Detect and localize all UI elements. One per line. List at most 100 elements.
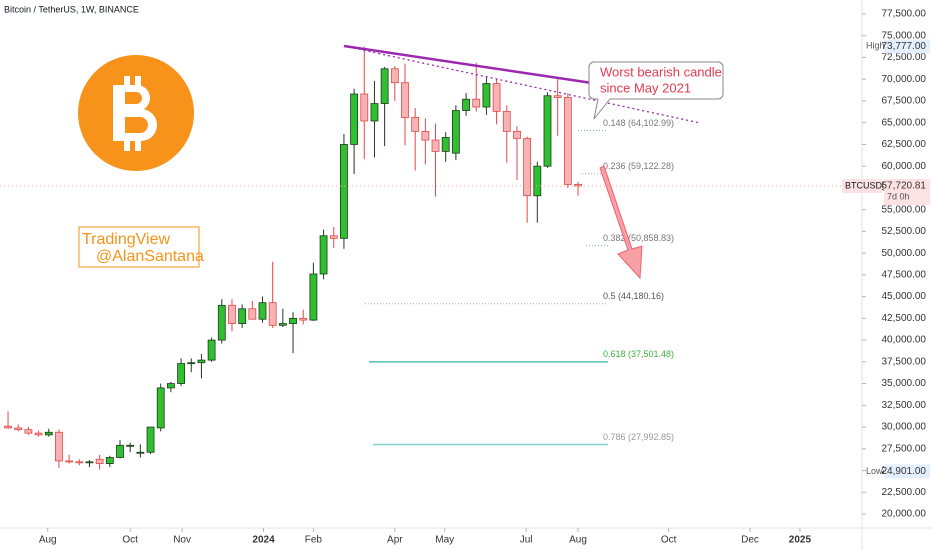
low-marker-box [884,464,930,479]
candle-body [451,110,460,154]
trendline-extension [343,45,701,124]
y-tick-label: 70,000.00 [882,74,927,85]
y-tick-label: 45,000.00 [882,291,927,302]
candle-body [24,429,33,434]
candle-body [116,444,124,458]
candle-body [136,451,145,454]
y-tick-label: 37,500.00 [882,356,927,367]
candle-body [4,425,12,429]
y-tick-label: 65,000.00 [882,117,927,128]
y-tick-label: 60,000.00 [882,161,927,172]
candle-body [187,362,196,365]
candle-body [248,308,257,320]
y-tick-label: 67,500.00 [882,96,927,107]
candle-body [278,323,287,326]
candle-body [350,93,359,145]
arrow [599,165,643,280]
candle-body [360,93,369,122]
candle-body [55,431,63,462]
candle-body [462,98,470,111]
y-tick-label: 42,500.00 [882,313,927,324]
level-label: 0.382 (50,858.83) [603,233,674,243]
candle-body [411,117,420,132]
candle-body [75,461,84,464]
candle-body [258,302,267,320]
level-label: 0.236 (59,122.28) [603,161,674,171]
x-tick-label: Aug [39,535,57,546]
y-tick-label: 35,000.00 [882,378,927,389]
last-price-label: 57,720.81 [882,181,927,192]
high-marker-label: 73,777.00 [882,41,927,52]
last-price-name-box [842,178,882,193]
candle-body [574,184,582,187]
callout [588,61,724,120]
y-tick-label: 75,000.00 [882,30,927,41]
level-label: 0.148 (64,102.99) [603,118,674,128]
candle-body [65,460,74,463]
chart-title: Bitcoin / TetherUS, 1W, BINANCE [4,4,139,14]
candle-body [34,432,43,436]
y-tick-label: 52,500.00 [882,226,927,237]
plot: 0.148 (64,102.99) 0.236 (59,122.28) 0.382 … [0,46,862,470]
last-price-box [884,178,930,205]
x-tick-label: Dec [741,535,759,546]
candle-body [177,363,185,384]
y-tick-label: 22,500.00 [882,487,927,498]
watermark-line: TradingView [82,231,170,248]
x-tick-label: Aug [569,535,587,546]
candle-body [299,317,308,321]
countdown: 7d 0h [887,191,910,201]
candle-body [482,83,491,108]
y-tick-label: 30,000.00 [882,422,927,433]
last-price-name: BTCUSDT [845,180,888,190]
y-tick-label: 55,000.00 [882,204,927,215]
annotation-line: Worst bearish candle [600,64,722,79]
candle-body [523,137,532,197]
y-tick-label: 62,500.00 [882,139,927,150]
candle-body [207,339,216,361]
x-tick-label: 2025 [789,535,812,546]
annotation-line: since May 2021 [600,80,691,95]
candle-body [533,165,542,197]
candle-body [431,139,440,152]
low-marker-label: 24,901.00 [882,466,927,477]
axes: 20,000.0022,500.0025,000.0027,500.0030,0… [39,9,930,546]
y-tick-label: 47,500.00 [882,270,927,281]
candle-body [126,444,135,447]
candle-body [85,461,94,464]
candle-body [553,95,562,98]
candle-body [146,426,155,453]
low-marker-name: Low [866,466,883,476]
candle-body [513,130,521,139]
candle-body [502,110,511,132]
high-marker-name: High [866,41,885,51]
bitcoin-logo [78,55,194,171]
y-tick-label: 40,000.00 [882,335,927,346]
candle-body [421,130,430,141]
candle-body [95,458,104,464]
watermark-line: @AlanSantana [96,248,204,265]
candle-body [319,235,328,275]
candle-body [401,82,409,118]
trendline [343,44,593,85]
candle-body [380,68,389,104]
candle-body [492,83,501,112]
candle-body [370,103,379,122]
x-tick-label: Feb [305,535,323,546]
candle-body [228,304,236,324]
high-marker-box [884,39,930,54]
x-tick-label: Apr [387,535,403,546]
y-tick-label: 27,500.00 [882,443,927,454]
candle-body [329,235,338,239]
y-tick-label: 20,000.00 [882,509,927,520]
watermark-box [78,226,200,268]
x-tick-label: 2024 [252,535,275,546]
candle-body [166,383,175,389]
x-tick-label: Oct [122,535,138,546]
candle-body [441,137,450,152]
candle-body [44,431,53,436]
candle-body [105,457,114,464]
y-tick-label: 77,500.00 [882,9,927,20]
